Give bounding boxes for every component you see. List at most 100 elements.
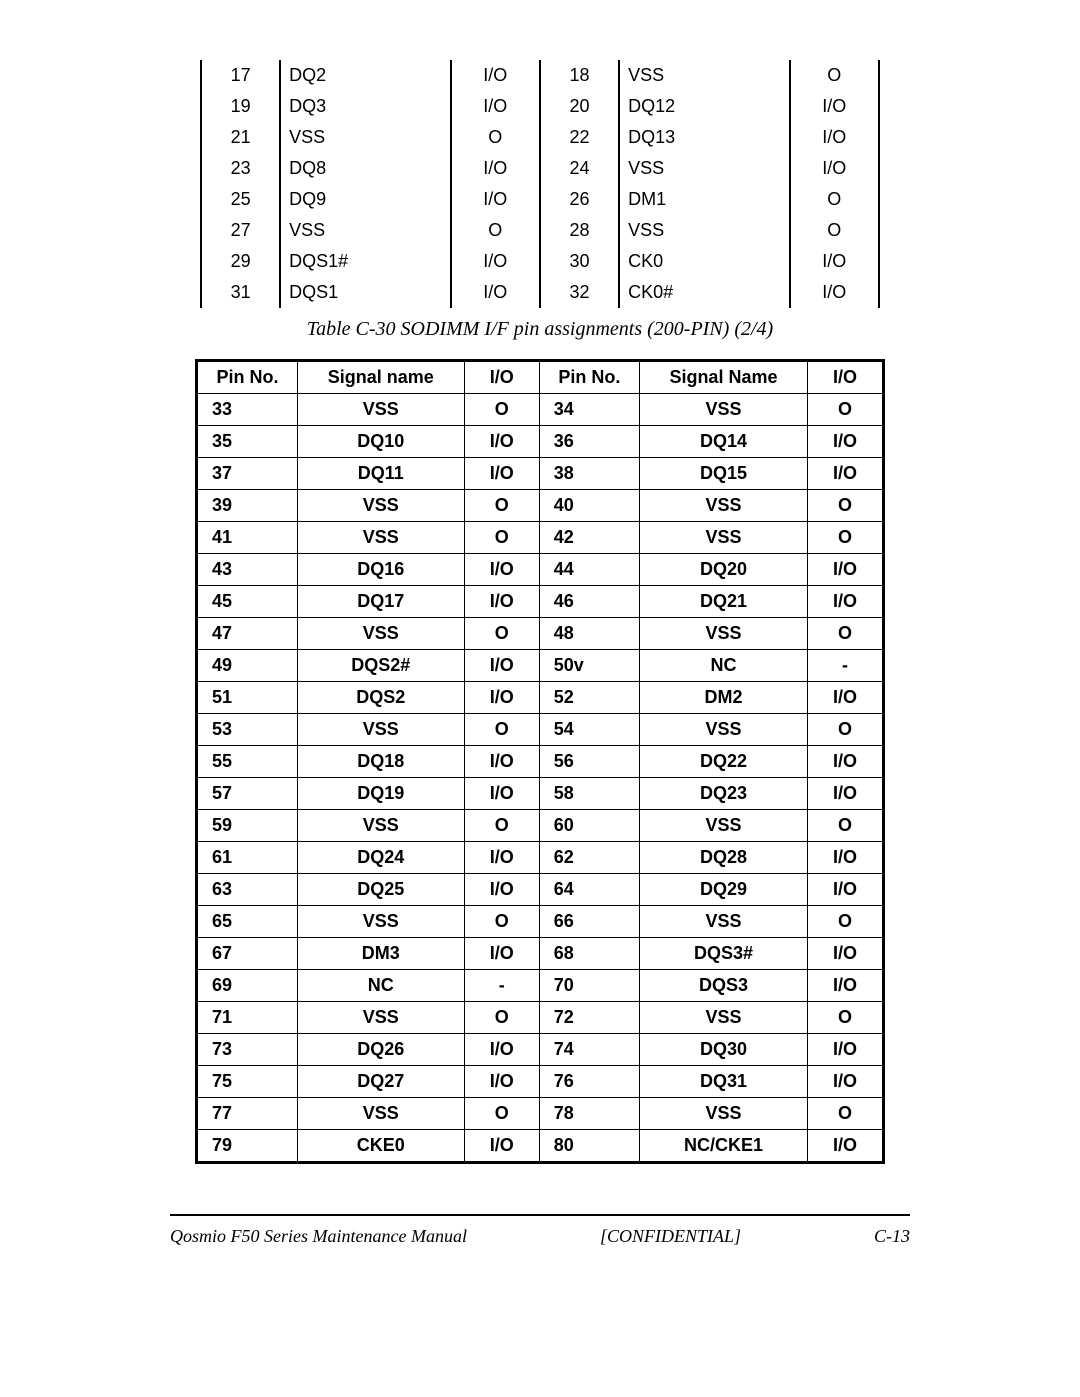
cell-io: O [464,618,539,650]
cell-name: DQS2# [297,650,464,682]
cell-pin: 68 [539,938,639,970]
cell-pin: 75 [197,1066,298,1098]
cell-pin: 31 [201,277,280,308]
main-pin-table: Pin No. Signal name I/O Pin No. Signal N… [195,359,885,1164]
table-row: 75DQ27I/O76DQ31I/O [197,1066,884,1098]
cell-io: I/O [464,1130,539,1163]
table-row: 27VSSO28VSSO [201,215,879,246]
cell-pin: 26 [540,184,619,215]
cell-io: I/O [464,778,539,810]
cell-io: I/O [464,1034,539,1066]
cell-name: DQ29 [640,874,808,906]
cell-io: I/O [790,246,879,277]
cell-pin: 30 [540,246,619,277]
header-io-1: I/O [464,361,539,394]
cell-pin: 80 [539,1130,639,1163]
cell-io: I/O [451,277,540,308]
cell-pin: 76 [539,1066,639,1098]
cell-name: DQ19 [297,778,464,810]
cell-io: I/O [451,246,540,277]
cell-io: I/O [807,874,883,906]
cell-pin: 65 [197,906,298,938]
table-row: 51DQS2I/O52DM2I/O [197,682,884,714]
footer-left: Qosmio F50 Series Maintenance Manual [170,1226,467,1247]
cell-pin: 66 [539,906,639,938]
cell-io: I/O [464,650,539,682]
cell-name: VSS [297,714,464,746]
cell-name: VSS [640,522,808,554]
cell-name: VSS [640,1098,808,1130]
cell-io: O [807,394,883,426]
cell-pin: 54 [539,714,639,746]
cell-io: O [464,1098,539,1130]
cell-name: DQ23 [640,778,808,810]
cell-name: VSS [297,906,464,938]
cell-io: I/O [451,184,540,215]
cell-pin: 33 [197,394,298,426]
cell-io: O [807,714,883,746]
table-row: 63DQ25I/O64DQ29I/O [197,874,884,906]
cell-pin: 61 [197,842,298,874]
cell-name: NC/CKE1 [640,1130,808,1163]
cell-pin: 38 [539,458,639,490]
cell-name: VSS [619,60,790,91]
header-pin-1: Pin No. [197,361,298,394]
cell-pin: 21 [201,122,280,153]
cell-pin: 39 [197,490,298,522]
cell-name: DQS3 [640,970,808,1002]
table-row: 69NC-70DQS3I/O [197,970,884,1002]
cell-pin: 74 [539,1034,639,1066]
cell-name: DQ12 [619,91,790,122]
cell-pin: 57 [197,778,298,810]
cell-pin: 48 [539,618,639,650]
cell-io: O [464,1002,539,1034]
cell-pin: 73 [197,1034,298,1066]
cell-pin: 35 [197,426,298,458]
cell-pin: 22 [540,122,619,153]
header-io-2: I/O [807,361,883,394]
cell-pin: 79 [197,1130,298,1163]
cell-name: DQ27 [297,1066,464,1098]
cell-pin: 72 [539,1002,639,1034]
cell-pin: 67 [197,938,298,970]
cell-name: DQ31 [640,1066,808,1098]
cell-io: I/O [464,938,539,970]
cell-io: O [464,906,539,938]
cell-pin: 49 [197,650,298,682]
cell-name: VSS [640,618,808,650]
cell-io: I/O [807,778,883,810]
cell-io: I/O [790,91,879,122]
table-caption: Table C-30 SODIMM I/F pin assignments (2… [100,318,980,341]
cell-name: DQ13 [619,122,790,153]
cell-name: DQ16 [297,554,464,586]
cell-name: DQ21 [640,586,808,618]
cell-io: I/O [464,426,539,458]
table-row: 61DQ24I/O62DQ28I/O [197,842,884,874]
table-row: 31DQS1I/O32CK0#I/O [201,277,879,308]
cell-name: DQ22 [640,746,808,778]
cell-io: O [790,60,879,91]
cell-name: DQ17 [297,586,464,618]
cell-pin: 23 [201,153,280,184]
cell-io: I/O [464,746,539,778]
cell-io: O [464,522,539,554]
header-name-1: Signal name [297,361,464,394]
top-pin-table: 17DQ2I/O18VSSO19DQ3I/O20DQ12I/O21VSSO22D… [200,60,880,308]
cell-io: I/O [807,682,883,714]
page: 17DQ2I/O18VSSO19DQ3I/O20DQ12I/O21VSSO22D… [0,0,1080,1287]
cell-io: I/O [451,91,540,122]
page-footer: Qosmio F50 Series Maintenance Manual [CO… [170,1226,910,1247]
cell-name: VSS [297,490,464,522]
cell-name: VSS [297,618,464,650]
cell-pin: 71 [197,1002,298,1034]
cell-io: O [807,1002,883,1034]
cell-pin: 34 [539,394,639,426]
cell-io: I/O [464,842,539,874]
table-row: 25DQ9I/O26DM1O [201,184,879,215]
table-row: 29DQS1#I/O30CK0I/O [201,246,879,277]
cell-name: VSS [619,215,790,246]
cell-io: I/O [464,586,539,618]
cell-pin: 44 [539,554,639,586]
cell-io: I/O [790,277,879,308]
cell-pin: 18 [540,60,619,91]
